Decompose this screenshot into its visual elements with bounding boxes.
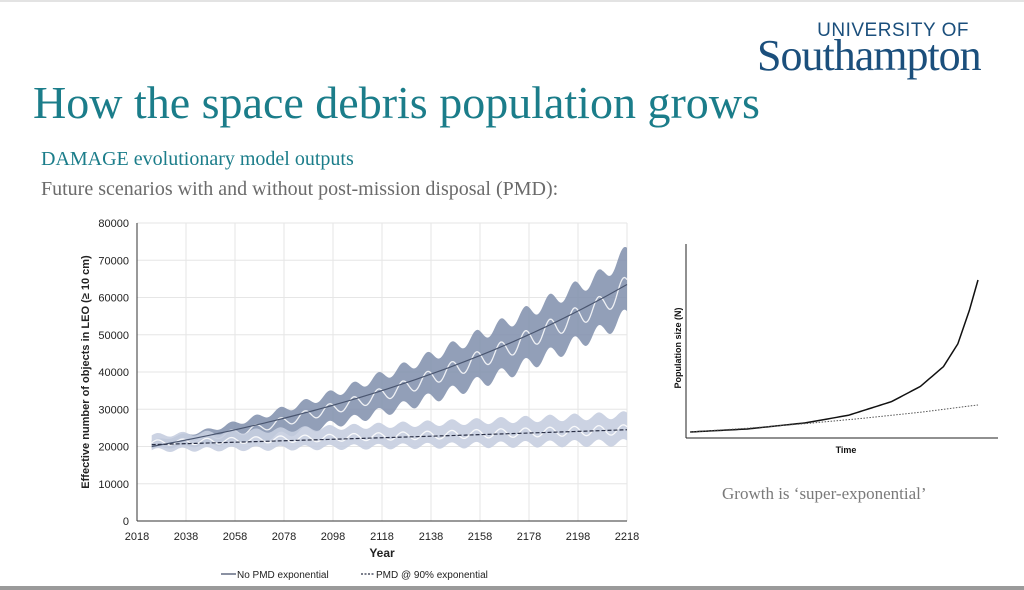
slide-subtitle-scenarios: Future scenarios with and without post-m… [41, 178, 559, 200]
logo-university-of: UNIVERSITY OF [817, 20, 969, 41]
y-tick-label: 80000 [98, 218, 129, 230]
y-tick-label: 0 [123, 516, 129, 528]
y-tick-label: 30000 [98, 404, 129, 416]
x-tick-label: 2118 [370, 531, 394, 543]
sketch-x-label: Time [836, 445, 857, 455]
sketch-super-exponential-curve [689, 279, 979, 433]
legend-label-pmd: PMD @ 90% exponential [376, 570, 488, 581]
slide-title: How the space debris population grows [33, 77, 760, 128]
slide-subtitle: DAMAGE evolutionary model outputs [41, 148, 354, 170]
y-tick-label: 50000 [98, 330, 129, 342]
logo-southampton: Southampton [757, 31, 982, 80]
y-axis-label: Effective number of objects in LEO (≥ 10… [80, 255, 92, 489]
x-tick-label: 2018 [125, 531, 149, 543]
y-tick-label: 10000 [98, 479, 129, 491]
x-tick-label: 2098 [321, 531, 345, 543]
x-tick-label: 2138 [419, 531, 443, 543]
top-border [0, 0, 1024, 2]
y-tick-label: 20000 [98, 442, 129, 454]
x-tick-label: 2158 [468, 531, 492, 543]
super-exponential-sketch: Time Population size (N) [673, 244, 998, 455]
bottom-border [0, 586, 1024, 590]
legend-label-no-pmd: No PMD exponential [237, 570, 329, 581]
sketch-exponential-curve [689, 404, 979, 433]
exp-line-no-pmd [151, 283, 628, 448]
x-tick-label: 2038 [174, 531, 198, 543]
debris-population-chart: 2018 2038 2058 2078 2098 2118 2138 2158 2178 2198… [80, 218, 639, 581]
x-tick-label: 2218 [615, 531, 639, 543]
x-tick-label: 2058 [223, 531, 247, 543]
band-no-pmd [151, 247, 627, 449]
y-tick-label: 70000 [98, 255, 129, 267]
mean-line-pmd [151, 424, 628, 446]
exp-line-pmd [151, 429, 628, 446]
growth-caption: Growth is ‘super-exponential’ [722, 484, 927, 503]
sketch-y-label: Population size (N) [673, 307, 683, 388]
y-tick-label: 40000 [98, 367, 129, 379]
x-tick-label: 2198 [566, 531, 590, 543]
y-tick-label: 60000 [98, 293, 129, 305]
x-axis-label: Year [369, 546, 395, 560]
x-tick-label: 2178 [517, 531, 541, 543]
x-tick-label: 2078 [272, 531, 296, 543]
university-logo: UNIVERSITY OF Southampton [757, 20, 997, 80]
